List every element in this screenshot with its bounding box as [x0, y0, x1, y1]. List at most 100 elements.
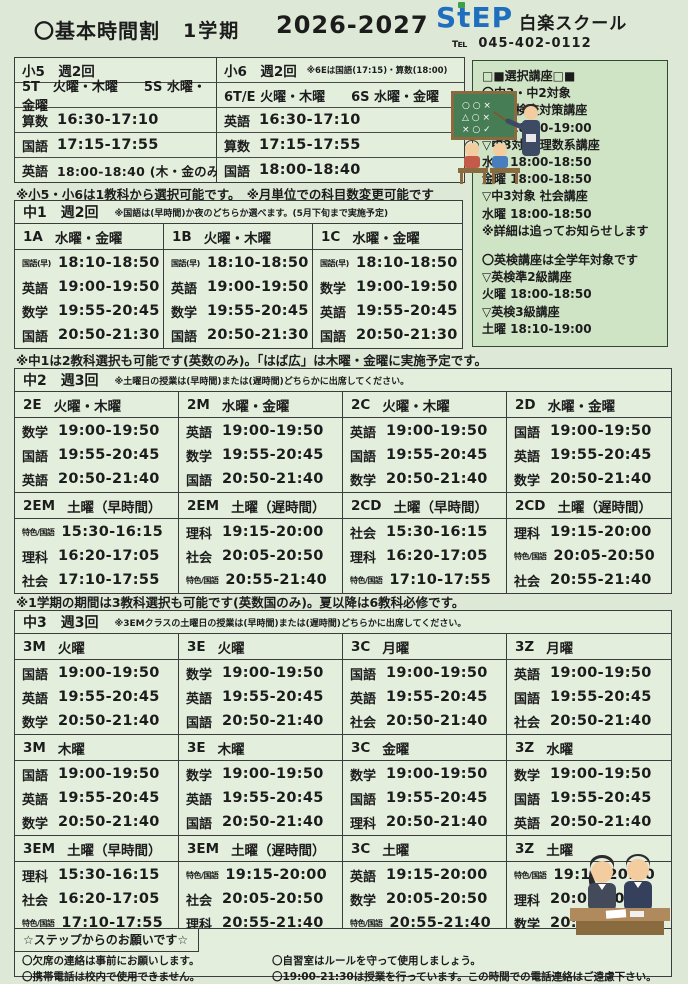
subject-label: 英語 — [320, 305, 347, 321]
schedule-column: 理科 15:30-16:15 社会 16:20-17:05 特色/国語 17:10-17:… — [15, 862, 179, 936]
class-header: 3EM 土曜（早時間） — [15, 836, 179, 861]
schedule-row: 国語 19:55-20:45 — [507, 786, 671, 810]
schedule-column: 英語 19:00-19:50 国語 19:55-20:45 数学 20:50-21:40 — [343, 418, 507, 492]
time-value: 17:15-17:55 — [57, 137, 159, 153]
time-value: 19:55-20:45 — [222, 790, 324, 806]
class-days: 火曜・木曜 — [53, 398, 122, 415]
time-value: 18:00-18:40 — [259, 162, 361, 178]
time-value: 20:50-21:40 — [550, 471, 652, 487]
subject-label: 国語 — [350, 792, 377, 808]
elective-courses-box: □■選択講座□■〇中3・中2対象▽特色検査対策講座土曜 18:10-19:00▽… — [472, 60, 668, 347]
time-value: 20:55-21:40 — [225, 572, 328, 588]
elective-line: 金曜 18:00-18:50 — [482, 172, 592, 187]
elementary-tables: 小5 週2回 5T 火曜・木曜 5S 水曜・金曜 算数 16:30-17:10 国… — [14, 57, 465, 183]
time-value: 19:55-20:45 — [58, 303, 160, 319]
schedule-row: 特色/国語 20:55-21:40 — [179, 568, 342, 592]
schedule-column: 国語 19:00-19:50 英語 19:55-20:45 数学 20:50-21:40 — [15, 761, 179, 835]
subject-label: 国語 — [350, 449, 377, 465]
class-days: 月曜 — [382, 640, 410, 657]
schedule-row: 特色/国語 19:15-20:00 — [179, 863, 342, 887]
sho5-title: 小5 週2回 — [22, 64, 95, 80]
subject-label: 英語 — [22, 691, 49, 707]
sho6-header: 小6 週2回 ※6Eは国語(17:15)・算数(18:00) — [217, 58, 464, 83]
request-item: 〇携帯電話は校内で使用できません。 — [22, 971, 201, 983]
schedule-column: 国語(早) 18:10-18:50 数学 19:00-19:50 英語 19:55-20:… — [313, 250, 462, 348]
class-name: 1A — [23, 228, 43, 245]
svg-text:× ○ ✓: × ○ ✓ — [462, 125, 491, 135]
schedule-column: 数学 19:00-19:50 国語 19:55-20:45 英語 20:50-21:40 — [507, 761, 671, 835]
time-value: 20:55-21:40 — [389, 915, 492, 931]
class-name: 3E — [187, 739, 206, 756]
class-days: 土曜（遅時間） — [231, 499, 326, 516]
schedule-row: 特色/国語 15:30-16:15 — [15, 520, 178, 544]
schedule-column: 数学 19:00-19:50 英語 19:55-20:45 国語 20:50-21:40 — [179, 660, 343, 734]
time-value: 20:05-20:50 — [222, 548, 324, 564]
subject-label: 英語 — [186, 691, 213, 707]
time-value: 16:20-17:05 — [58, 891, 160, 907]
time-value: 19:00-19:50 — [58, 279, 160, 295]
time-value: 20:50-21:40 — [550, 814, 652, 830]
time-value: 18:00-18:40 (木・金のみ) — [57, 163, 226, 179]
subject-label: 英語 — [224, 114, 251, 130]
subject-label: 算数 — [224, 139, 251, 155]
chu1-footnote: ※中1は2教科選択も可能です(英数のみ)。「はば広」は木曜・金曜に実施予定です。 — [16, 353, 487, 368]
class-header: 2CD 土曜（早時間） — [343, 493, 507, 518]
schedule-row: 国語 19:55-20:45 — [343, 443, 506, 467]
time-value: 19:15-20:00 — [550, 524, 652, 540]
schedule-row: 国語(早) 18:10-18:50 — [164, 251, 312, 275]
subject-label: 英語 — [186, 425, 213, 441]
schedule-column: 国語(早) 18:10-18:50 英語 19:00-19:50 数学 19:55-20:… — [15, 250, 164, 348]
class-header: 3E 火曜 — [179, 634, 343, 659]
schedule-column: 国語 19:00-19:50 英語 19:55-20:45 社会 20:50-21:40 — [343, 660, 507, 734]
class-header: 2EM 土曜（遅時間） — [179, 493, 343, 518]
elective-line: ▽中3対象 社会講座 — [482, 189, 588, 204]
class-name: 2D — [515, 396, 536, 413]
schedule-row: 国語 19:00-19:50 — [15, 762, 178, 786]
class-header: 2M 水曜・金曜 — [179, 392, 343, 417]
class-header: 3C 金曜 — [343, 735, 507, 760]
time-value: 19:00-19:50 — [58, 766, 160, 782]
schedule-row: 国語 19:55-20:45 — [15, 443, 178, 467]
subject-label: 理科 — [186, 526, 213, 542]
class-name: 2CD — [515, 497, 546, 514]
school-logo: StEP 白楽スクール — [436, 1, 628, 34]
request-item: 〇19:00-21:30は授業を行っています。この時間での電話連絡はご遠慮下さい… — [272, 971, 657, 983]
schedule-row: 国語(早) 18:10-18:50 — [313, 251, 462, 275]
time-value: 20:50-21:40 — [222, 713, 324, 729]
chu3-title: 中3 週3回 — [23, 615, 99, 631]
school-name: 白楽スクール — [519, 14, 628, 34]
schedule-row: 数学 20:05-20:50 — [343, 887, 506, 911]
time-value: 20:05-20:50 — [222, 891, 324, 907]
requests-row: 〇携帯電話は校内で使用できません。 〇19:00-21:30は授業を行っています… — [15, 968, 671, 984]
schedule-row: 英語 19:55-20:45 — [343, 685, 506, 709]
sho6-table: 小6 週2回 ※6Eは国語(17:15)・算数(18:00) 6T/E 火曜・木… — [217, 57, 465, 183]
class-days: 水曜・金曜 — [352, 230, 420, 247]
time-value: 19:55-20:45 — [58, 790, 160, 806]
time-value: 19:55-20:45 — [222, 689, 324, 705]
time-value: 19:55-20:45 — [550, 689, 652, 705]
time-value: 19:00-19:50 — [58, 423, 160, 439]
subject-label: 数学 — [320, 281, 347, 297]
time-value: 19:00-19:50 — [386, 423, 488, 439]
time-value: 20:55-21:40 — [550, 572, 652, 588]
schedule-row: 数学 19:00-19:50 — [313, 275, 462, 299]
schedule-row: 社会 20:55-21:40 — [507, 568, 671, 592]
class-header: 3EM 土曜（遅時間） — [179, 836, 343, 861]
step-logo-text: StEP — [436, 1, 514, 34]
time-value: 17:10-17:55 — [61, 915, 164, 931]
time-value: 18:10-18:50 — [58, 255, 160, 271]
subject-label: 国語(早) — [320, 258, 349, 268]
class-days: 土曜 — [382, 842, 410, 859]
class-header: 3E 木曜 — [179, 735, 343, 760]
subject-label: 英語 — [350, 691, 377, 707]
class-header: 1A 水曜・金曜 — [15, 224, 164, 249]
schedule-row: 国語 20:50-21:40 — [179, 810, 342, 834]
class-header: 2D 水曜・金曜 — [507, 392, 671, 417]
time-value: 19:15-20:00 — [222, 524, 324, 540]
sho6-title: 小6 週2回 — [224, 64, 297, 80]
svg-text:△ ○ ×: △ ○ × — [462, 113, 490, 123]
schedule-row: 理科 16:20-17:05 — [343, 544, 506, 568]
time-value: 20:50-21:40 — [58, 713, 160, 729]
schedule-column: 特色/国語 15:30-16:15 理科 16:20-17:05 社会 17:10-17:… — [15, 519, 179, 593]
time-value: 19:00-19:50 — [58, 665, 160, 681]
